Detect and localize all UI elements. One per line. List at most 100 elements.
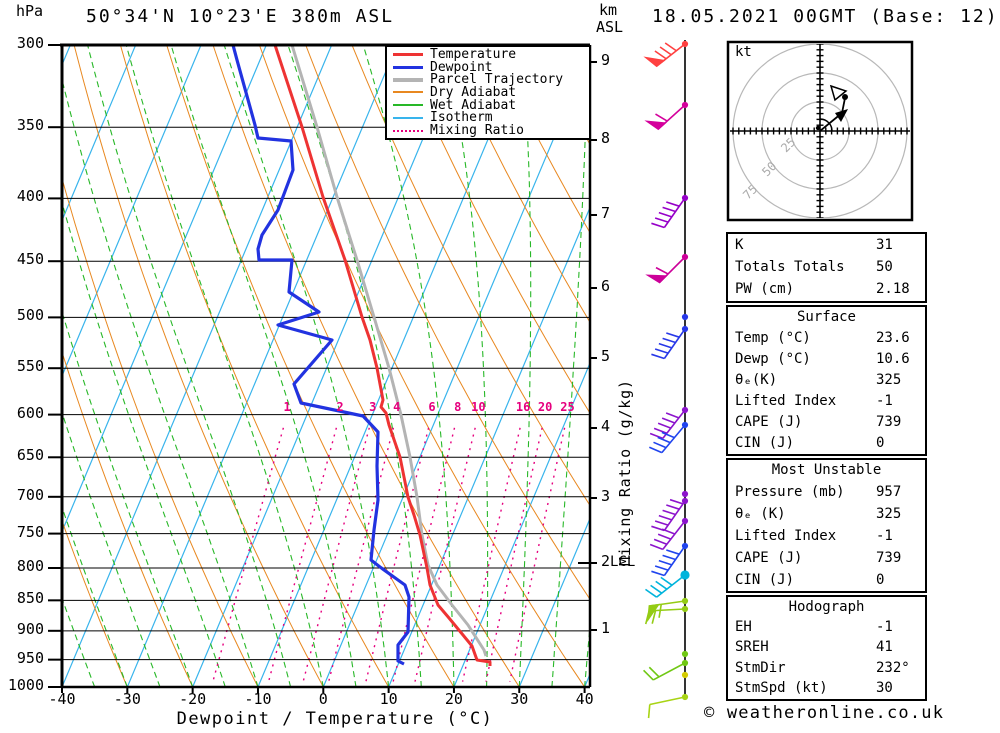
- table-row-value: 325: [876, 372, 902, 388]
- km-tick-label: 2: [601, 552, 611, 570]
- table-row-value: 41: [876, 639, 893, 656]
- temp-tick-label: 0: [318, 690, 328, 708]
- table-row-value: 30: [876, 680, 893, 697]
- date-label: 18.05.2021 00GMT (Base: 12): [652, 6, 999, 27]
- table-row-label: EH: [735, 619, 752, 636]
- table-row: CIN (J) 0: [728, 571, 925, 590]
- table-title: Most Unstable: [771, 462, 882, 479]
- table-row-value: 232°: [876, 659, 910, 676]
- table-row: θₑ (K) 325: [728, 505, 925, 524]
- parcel-trajectory-trace: [290, 44, 488, 657]
- legend-row: Dewpoint: [387, 59, 589, 75]
- mixing-ratio-value-label: 16: [515, 400, 531, 414]
- pressure-tick-label: 700: [16, 485, 44, 504]
- table-row-value: 739: [876, 549, 902, 566]
- temp-tick-label: 40: [575, 690, 594, 708]
- table-row-label: Totals Totals: [735, 258, 845, 275]
- table-row: θₑ(K) 325: [728, 371, 925, 390]
- pressure-tick-label: 950: [16, 648, 44, 667]
- grid-mixing-ratio: [212, 427, 566, 682]
- legend-label: Isotherm: [430, 110, 493, 126]
- temperature-trace: [273, 44, 492, 666]
- table-row-value: 0: [876, 435, 885, 451]
- legend-label: Wet Adiabat: [430, 97, 517, 113]
- legend-row: Temperature: [387, 47, 589, 62]
- table-title: Hodograph: [788, 598, 865, 615]
- table-row-value: 325: [876, 506, 902, 523]
- table-row-label: θₑ (K): [735, 506, 786, 523]
- table-row-label: CIN (J): [735, 435, 795, 451]
- mixing-ratio-value-label: 6: [428, 400, 436, 414]
- legend-box: Temperature Dewpoint Parcel Trajectory Dry …: [385, 45, 591, 140]
- table-row-label: Lifted Index: [735, 393, 837, 409]
- table-row: K 31: [728, 236, 925, 255]
- table-row-label: StmDir: [735, 659, 786, 676]
- pressure-tick-label: 900: [16, 619, 44, 638]
- km-axis-unit: km: [599, 1, 618, 19]
- legend-swatch-solid: [393, 65, 423, 69]
- temp-tick-label: -20: [179, 690, 207, 708]
- plot-frame: [60, 43, 592, 689]
- km-tick-label: 3: [601, 487, 611, 505]
- table-row: Pressure (mb) 957: [728, 483, 925, 502]
- pressure-tick-label: 600: [16, 403, 44, 422]
- pressure-tick-label: 500: [16, 306, 44, 325]
- stats-table-most-unstable: Most Unstable Pressure (mb) 957 θₑ (K) 325 Li…: [726, 458, 927, 593]
- table-row-label: Dewp (°C): [735, 351, 811, 367]
- legend-row: Wet Adiabat: [387, 97, 589, 113]
- pressure-tick-label: 300: [16, 34, 44, 52]
- legend-swatch-solid: [393, 52, 423, 56]
- mixing-ratio-value-label: 10: [471, 400, 486, 414]
- table-row: Totals Totals 50: [728, 258, 925, 277]
- table-row-label: Temp (°C): [735, 330, 811, 346]
- table-row: StmDir 232°: [728, 659, 925, 678]
- legend-swatch-solid: [393, 104, 423, 107]
- table-row-value: 31: [876, 236, 893, 253]
- table-row-value: -1: [876, 527, 893, 544]
- temp-tick-label: -30: [113, 690, 141, 708]
- lcl-label: LCL: [610, 554, 636, 570]
- table-row-value: -1: [876, 393, 893, 409]
- table-row: CAPE (J) 739: [728, 549, 925, 568]
- legend-swatch-solid: [393, 116, 423, 119]
- mixing-ratio-value-label: 1: [283, 400, 291, 414]
- table-row-value: 10.6: [876, 351, 910, 367]
- table-row-label: Lifted Index: [735, 527, 837, 544]
- dewpoint-trace: [231, 44, 411, 666]
- table-row: CIN (J) 0: [728, 434, 925, 453]
- pressure-tick-label: 650: [16, 446, 44, 465]
- temp-tick-label: -10: [244, 690, 272, 708]
- legend-swatch-solid: [393, 77, 423, 82]
- pressure-gridlines: [48, 44, 597, 693]
- legend-swatch-solid: [393, 91, 423, 94]
- hodograph-unit-label: kt: [735, 44, 752, 60]
- table-row-value: -1: [876, 619, 893, 636]
- km-tick-label: 1: [601, 619, 611, 637]
- pressure-tick-label: 550: [16, 357, 44, 376]
- table-row-label: K: [735, 236, 744, 253]
- km-tick-label: 9: [601, 51, 611, 69]
- km-tick-label: 6: [601, 277, 611, 295]
- wind-barb-column: [643, 40, 690, 719]
- mixing-ratio-value-label: 8: [454, 400, 462, 414]
- table-row-label: CAPE (J): [735, 549, 803, 566]
- mixing-ratio-axis-label: Mixing Ratio (g/kg): [616, 379, 634, 566]
- pressure-tick-label: 1000: [7, 676, 44, 694]
- pressure-tick-label: 750: [16, 522, 44, 541]
- legend-label: Dewpoint: [430, 59, 493, 75]
- temp-tick-label: 30: [510, 690, 529, 708]
- table-row-label: CIN (J): [735, 571, 795, 588]
- mixing-ratio-value-label: 20: [537, 400, 553, 414]
- mixing-ratio-value-label: 3: [369, 400, 377, 414]
- table-row: CAPE (J) 739: [728, 413, 925, 432]
- legend-row: Parcel Trajectory: [387, 72, 589, 87]
- table-row: Lifted Index -1: [728, 527, 925, 546]
- pressure-tick-label: 400: [16, 187, 44, 206]
- table-row-label: CAPE (J): [735, 414, 803, 430]
- legend-row: Dry Adiabat: [387, 85, 589, 100]
- table-row: Dewp (°C) 10.6: [728, 350, 925, 369]
- table-row: StmSpd (kt) 30: [728, 679, 925, 698]
- temp-tick-label: 10: [379, 690, 398, 708]
- legend-swatch-dotted: [393, 129, 423, 132]
- x-axis-title: Dewpoint / Temperature (°C): [176, 709, 494, 729]
